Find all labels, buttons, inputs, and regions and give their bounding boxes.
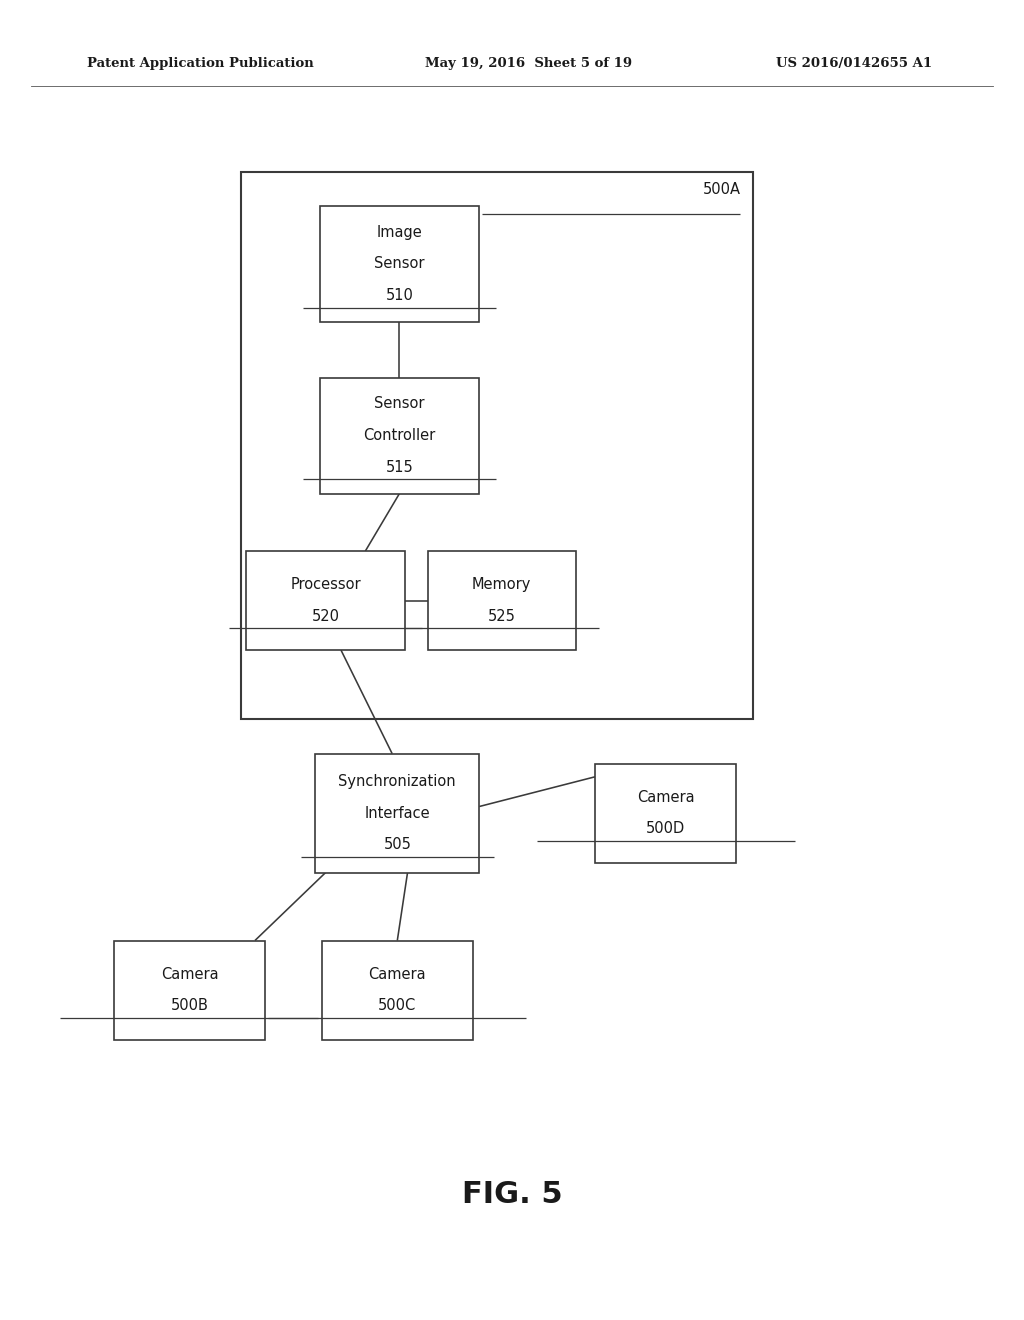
Bar [315,754,479,873]
Text: 500D: 500D [646,821,685,837]
Text: FIG. 5: FIG. 5 [462,1180,562,1209]
Text: Memory: Memory [472,577,531,593]
Bar [428,552,575,649]
Bar [241,172,753,719]
Text: Camera: Camera [637,789,694,805]
Bar [319,378,479,494]
Bar [319,206,479,322]
Text: US 2016/0142655 A1: US 2016/0142655 A1 [776,57,932,70]
Text: Synchronization: Synchronization [339,774,456,789]
Bar [595,763,736,863]
Text: Interface: Interface [365,805,430,821]
Text: Patent Application Publication: Patent Application Publication [87,57,313,70]
Text: Image: Image [377,224,422,240]
Text: 520: 520 [311,609,340,624]
Text: Camera: Camera [369,966,426,982]
Bar [114,940,265,1040]
Text: May 19, 2016  Sheet 5 of 19: May 19, 2016 Sheet 5 of 19 [425,57,632,70]
Text: Processor: Processor [291,577,360,593]
Text: 510: 510 [385,288,414,304]
Text: 505: 505 [383,837,412,853]
Text: 500A: 500A [702,182,740,197]
Bar [322,940,473,1040]
Text: Camera: Camera [161,966,218,982]
Bar [246,552,404,649]
Text: 525: 525 [487,609,516,624]
Text: 500B: 500B [171,998,208,1014]
Text: 515: 515 [385,459,414,475]
Text: 500C: 500C [378,998,417,1014]
Text: Controller: Controller [364,428,435,444]
Text: Sensor: Sensor [374,396,425,412]
Text: Sensor: Sensor [374,256,425,272]
